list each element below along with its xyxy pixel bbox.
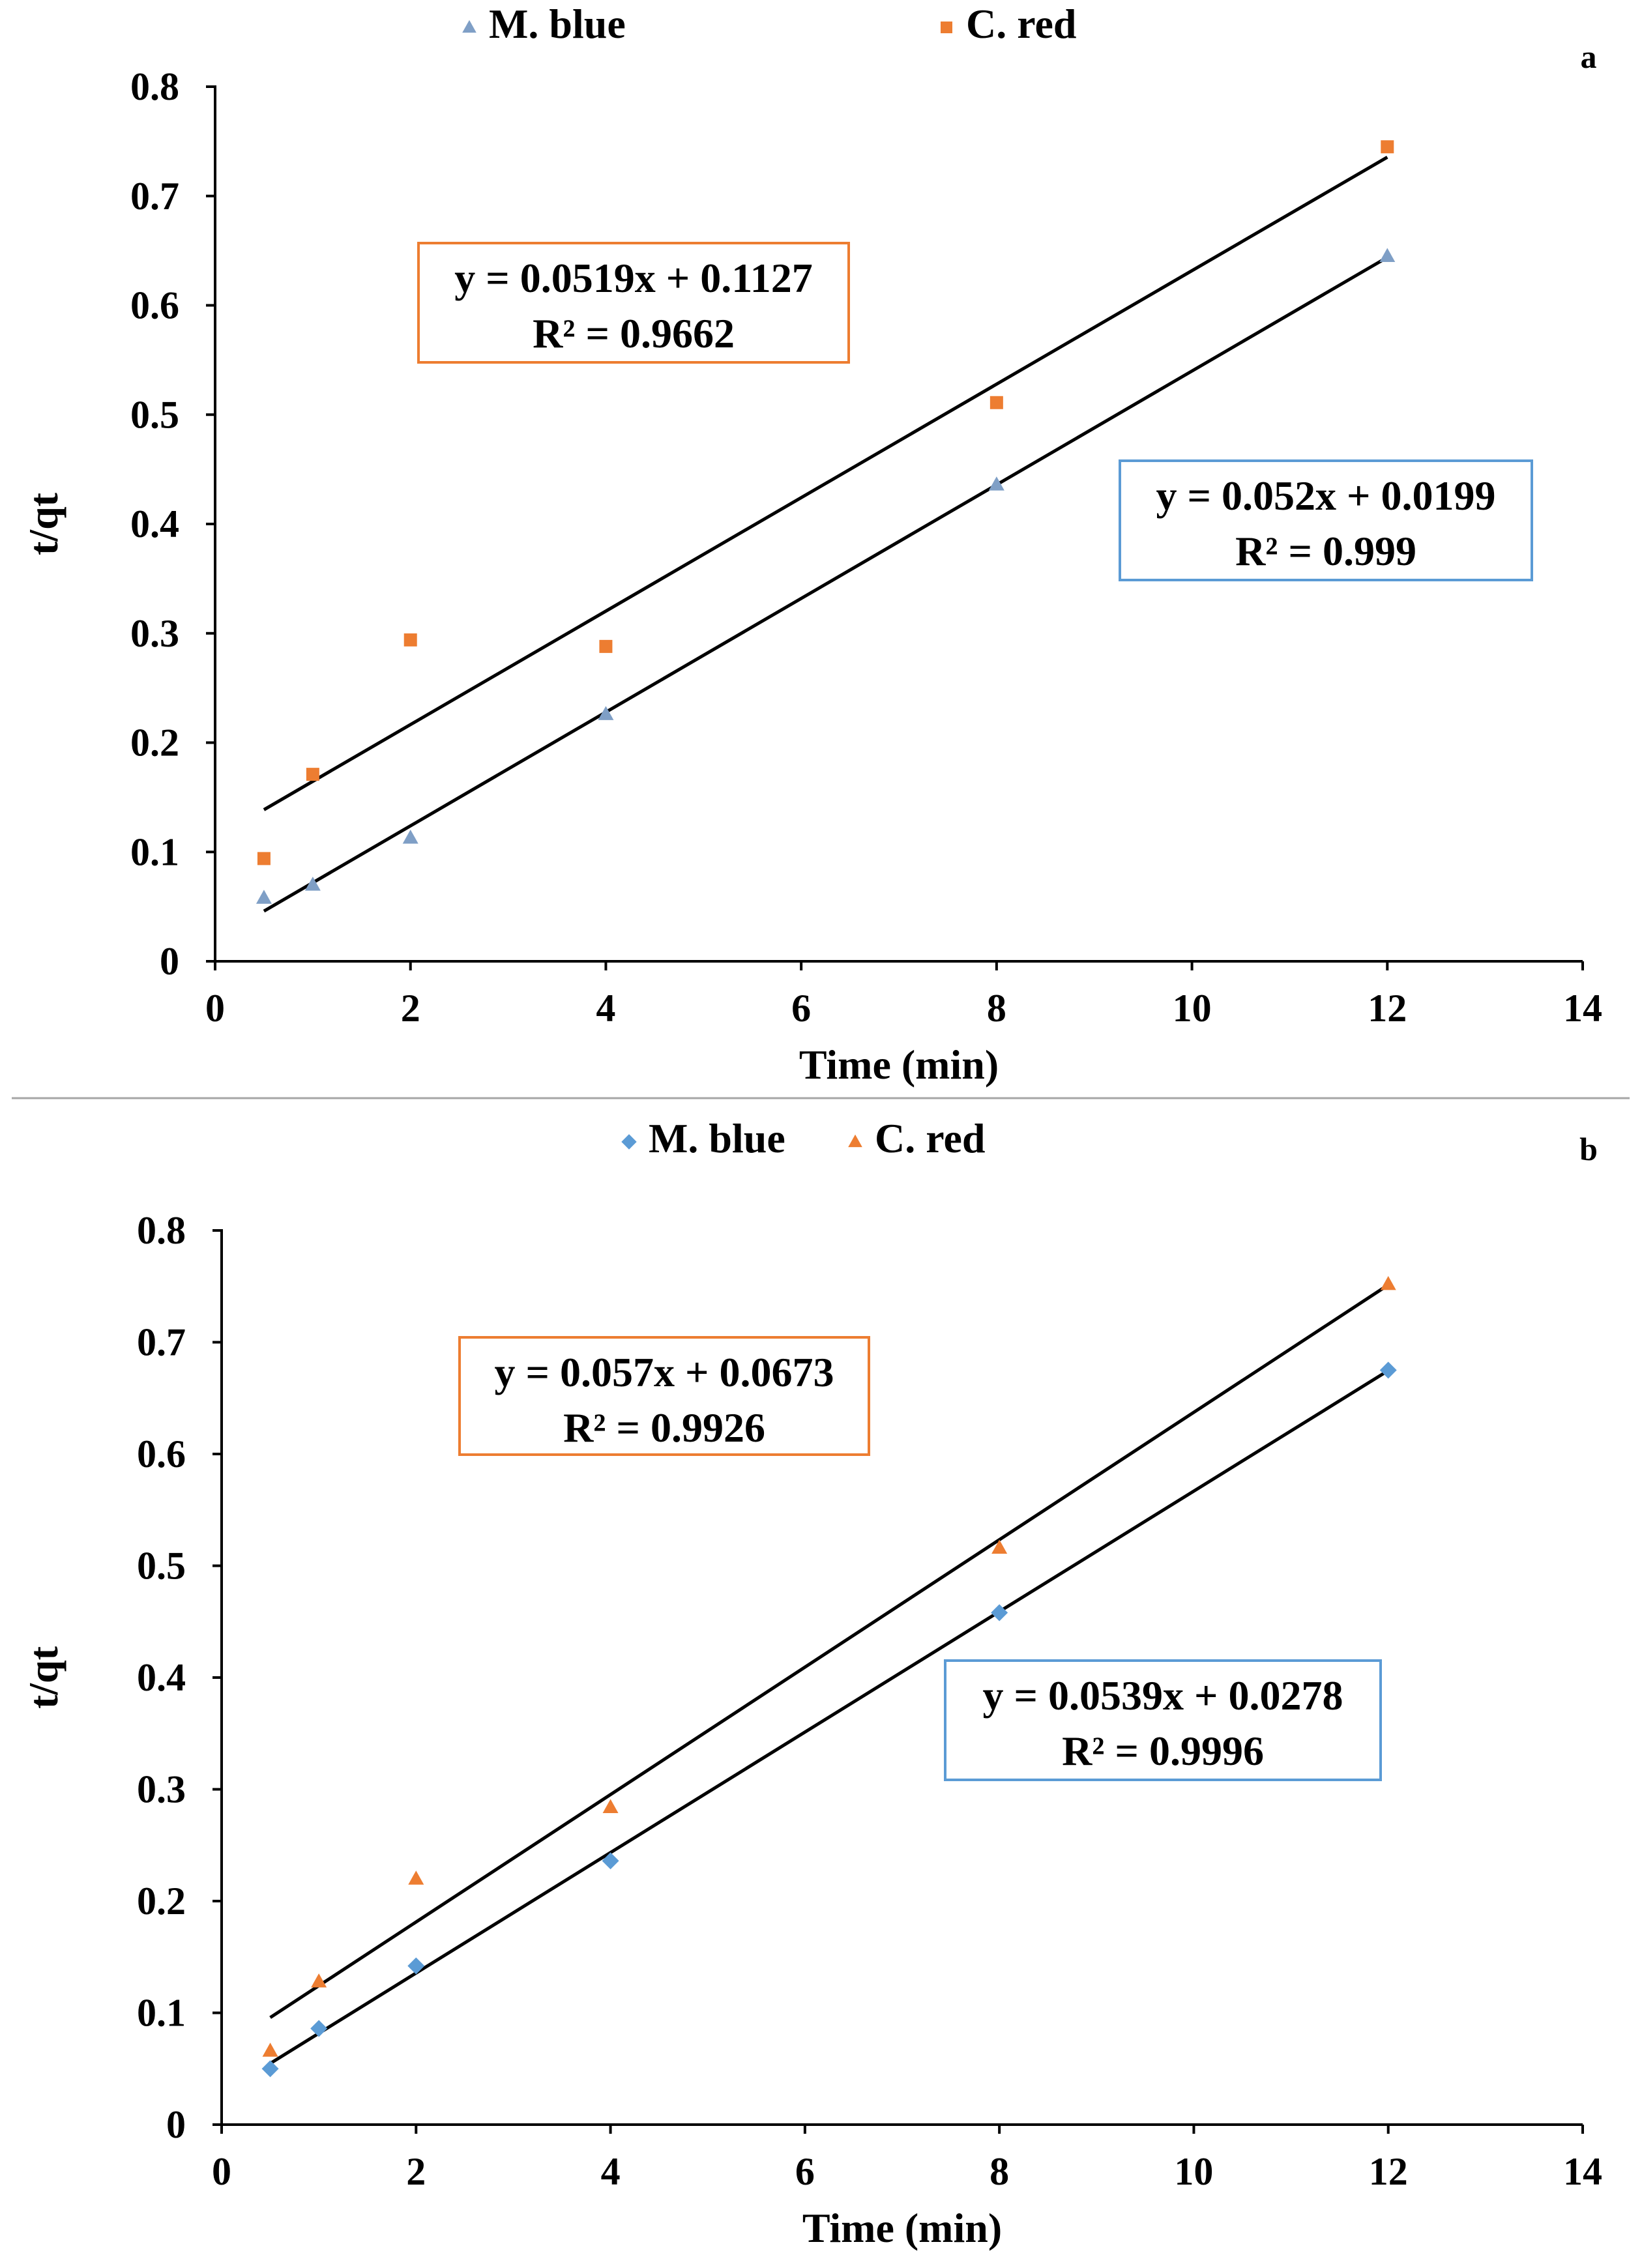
trendline [269,1283,1390,2019]
y-tick-label: 0.7 [130,175,179,218]
data-point [311,1973,327,1988]
y-tick-label: 0.2 [130,721,179,764]
x-tick-label: 4 [601,2150,621,2193]
panel-label: a [1581,38,1597,75]
r-squared-text: R² = 0.9996 [1062,1728,1264,1774]
y-axis-title: t/qt [20,1646,66,1709]
y-tick-label: 0.1 [137,1992,186,2035]
legend-marker [848,1134,862,1148]
trendline-equation-box: y = 0.0539x + 0.0278 R² = 0.9996 [944,1659,1382,1781]
trendline [269,1369,1390,2065]
equation-box-border [1119,459,1533,581]
equation-box-border [944,1659,1382,1781]
x-tick-label: 10 [1174,2150,1213,2193]
x-tick-label: 12 [1369,2150,1408,2193]
series-m-blue [261,1361,1397,2078]
legend-label: C. red [875,1115,985,1161]
x-tick-label: 2 [401,987,420,1030]
data-point [310,2020,328,2037]
equation-text: y = 0.052x + 0.0199 [1156,472,1496,519]
x-axis-title: Time (min) [799,1041,999,1088]
y-tick-label: 0 [160,940,179,983]
y-tick-label: 0.6 [137,1432,186,1476]
y-tick-label: 0 [166,2103,186,2146]
r-squared-text: R² = 0.9926 [563,1404,765,1451]
x-axis-title: Time (min) [802,2205,1002,2251]
data-point [257,852,271,865]
r-squared-text: R² = 0.9662 [533,310,735,356]
y-tick-label: 0.8 [137,1209,186,1252]
x-tick-label: 8 [990,2150,1009,2193]
data-point [262,2043,278,2057]
x-tick-label: 0 [205,987,225,1030]
x-tick-label: 6 [795,2150,815,2193]
x-tick-label: 4 [596,987,615,1030]
x-tick-label: 10 [1173,987,1212,1030]
legend-marker [462,20,476,33]
data-point [1380,1275,1396,1290]
legend-marker [941,22,952,33]
y-tick-label: 0.3 [137,1768,186,1811]
equation-box-border [417,242,850,364]
legend-label: M. blue [649,1115,785,1161]
trendline-equation-box: y = 0.057x + 0.0673 R² = 0.9926 [458,1336,870,1456]
data-point [407,1957,425,1975]
data-point [990,396,1003,409]
data-point [991,1604,1008,1621]
y-tick-label: 0.2 [137,1880,186,1923]
data-point [602,1852,619,1870]
y-tick-label: 0.4 [137,1656,186,1699]
series-c-red [257,140,1394,865]
x-tick-label: 0 [212,2150,231,2193]
data-point [1379,248,1396,263]
data-point [1379,1361,1397,1379]
x-tick-label: 12 [1368,987,1407,1030]
data-point [402,829,418,844]
y-tick-label: 0.1 [130,830,179,873]
x-tick-label: 8 [987,987,1006,1030]
data-point [599,639,613,653]
y-tick-label: 0.4 [130,502,179,545]
data-point [991,1539,1008,1554]
data-point [598,706,614,720]
x-tick-label: 14 [1563,987,1602,1030]
x-tick-label: 14 [1563,2150,1602,2193]
chart-panel-b: b 0 0.1 0.2 0.3 0.4 0.5 0.6 0.7 0.8 0 2 4 6 8 10 12 14 Tim… [20,1115,1602,2251]
legend-label: M. blue [489,1,626,47]
series-c-red [262,1275,1396,2057]
y-tick-label: 0.5 [130,393,179,436]
series-m-blue [256,248,1396,913]
y-tick-label: 0.3 [130,612,179,655]
trendline-equation-box: y = 0.052x + 0.0199 R² = 0.999 [1119,459,1533,581]
trendline-equation-box: y = 0.0519x + 0.1127 R² = 0.9662 [417,242,850,364]
data-point [261,2060,279,2078]
data-point [306,768,319,781]
y-axis-title: t/qt [20,492,66,555]
y-tick-label: 0.8 [130,65,179,108]
chart-panel-a: a 0 0.1 0.2 0.3 0.4 0.5 0.6 0.7 0.8 0 2 4 6 8 10 12 14 Tim… [20,1,1602,1088]
data-point [602,1799,619,1813]
trendline [263,156,1388,811]
x-tick-label: 2 [406,2150,426,2193]
data-point [256,890,272,904]
data-point [408,1870,424,1885]
data-point [1381,140,1394,154]
r-squared-text: R² = 0.999 [1235,528,1416,574]
x-tick-label: 6 [791,987,811,1030]
legend-label: C. red [966,1,1076,47]
trendline [263,255,1388,913]
equation-text: y = 0.0519x + 0.1127 [454,255,812,301]
equation-text: y = 0.0539x + 0.0278 [983,1672,1343,1719]
legend-marker [621,1134,637,1150]
panel-label: b [1579,1131,1598,1167]
y-tick-label: 0.7 [137,1321,186,1364]
equation-text: y = 0.057x + 0.0673 [495,1349,834,1395]
data-point [988,476,1004,491]
equation-box-border [458,1336,870,1456]
data-point [403,633,417,647]
y-tick-label: 0.5 [137,1545,186,1588]
y-tick-label: 0.6 [130,284,179,327]
data-point [304,877,321,891]
